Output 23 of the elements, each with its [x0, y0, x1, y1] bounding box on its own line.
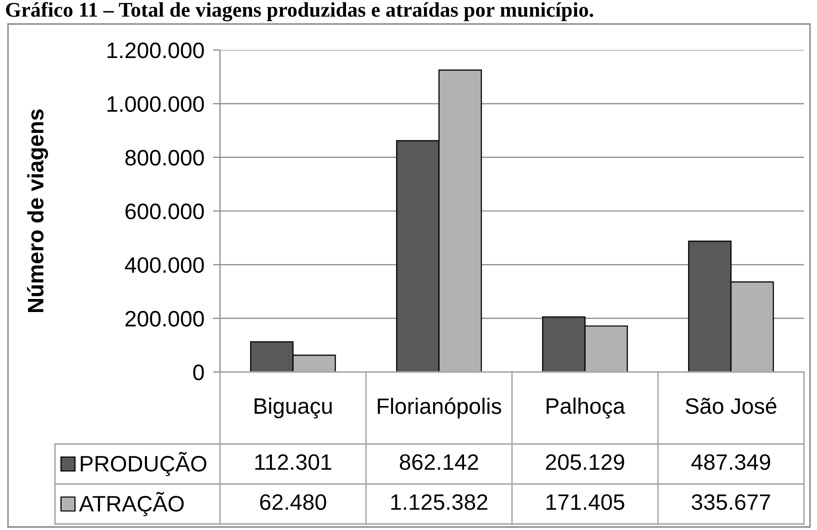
- data-label: 1.125.382: [391, 494, 488, 510]
- data-label: 205.129: [546, 454, 624, 470]
- x-tick-label: São José: [686, 397, 776, 414]
- data-label: 62.480: [260, 494, 326, 510]
- y-tick-label: 1.000.000: [108, 96, 204, 112]
- y-tick-label: 400.000: [124, 257, 204, 273]
- y-tick-label: 1.200.000: [108, 42, 204, 58]
- x-tick-label: Florianópolis: [378, 398, 502, 418]
- legend-label: ATRAÇÃO: [79, 492, 184, 516]
- legend-label: PRODUÇÃO: [80, 452, 206, 476]
- data-label: 171.405: [546, 494, 624, 510]
- y-tick-label: 600.000: [126, 204, 204, 220]
- chart-title: Gráfico 11 – Total de viagens produzidas e atraídas por município.: [6, 2, 594, 22]
- x-tick-label: Biguaçu: [254, 398, 332, 418]
- y-tick-label: 200.000: [126, 310, 204, 327]
- y-axis-title: Número de viagens: [26, 109, 48, 312]
- data-label: 487.349: [691, 454, 770, 470]
- data-label: 112.301: [255, 454, 332, 470]
- data-label: 335.677: [692, 494, 770, 510]
- x-tick-label: Palhoça: [546, 398, 626, 418]
- data-label: 862.142: [400, 454, 478, 470]
- y-tick-label: 800.000: [125, 150, 204, 166]
- y-tick-label: 0: [193, 364, 204, 380]
